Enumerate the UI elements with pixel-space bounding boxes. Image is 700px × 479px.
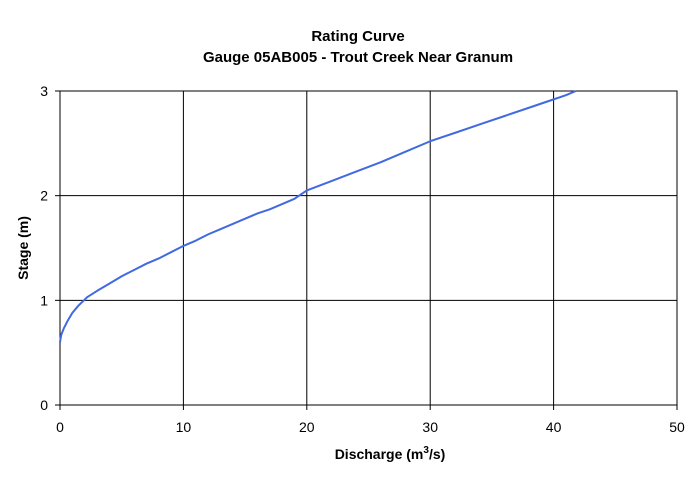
- y-tick-label: 0: [40, 397, 48, 413]
- x-tick-label: 40: [546, 419, 562, 435]
- x-tick-label: 50: [669, 419, 685, 435]
- chart-title: Rating Curve: [311, 28, 404, 45]
- plot-area: [59, 90, 678, 406]
- x-tick-label: 20: [299, 419, 315, 435]
- x-axis-label-superscript: 3: [423, 445, 429, 456]
- x-tick-label: 10: [176, 419, 192, 435]
- x-axis-label: Discharge (m3/s): [335, 445, 446, 462]
- grid-lines: [60, 91, 677, 405]
- y-axis-label: Stage (m): [15, 216, 31, 280]
- y-tick-label: 3: [40, 83, 48, 99]
- x-axis-label-prefix: Discharge (m: [335, 446, 424, 462]
- rating-curve-line: [59, 90, 577, 343]
- y-tick-label: 1: [40, 292, 48, 308]
- x-tick-label: 0: [56, 419, 64, 435]
- axis-ticks: 0 10 20 30 40 50 0 1 2 3: [40, 83, 685, 435]
- y-tick-label: 2: [40, 188, 48, 204]
- chart-subtitle: Gauge 05AB005 - Trout Creek Near Granum: [203, 49, 513, 66]
- series-layer: [59, 90, 577, 343]
- x-tick-label: 30: [422, 419, 438, 435]
- x-axis-label-suffix: /s): [429, 446, 445, 462]
